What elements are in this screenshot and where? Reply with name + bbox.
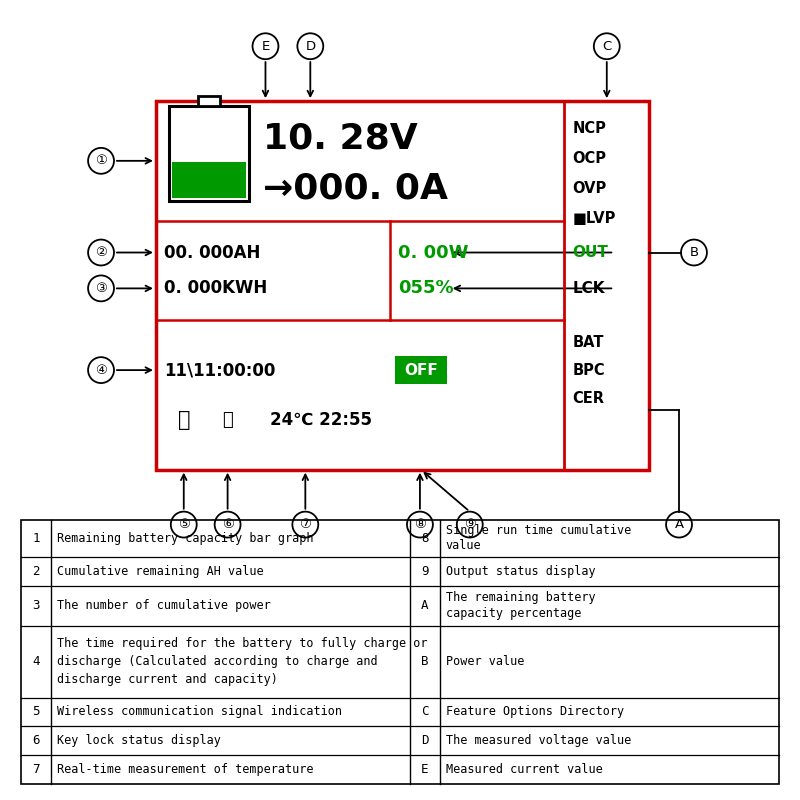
- Text: capacity percentage: capacity percentage: [446, 607, 582, 620]
- Text: 0. 00W: 0. 00W: [398, 243, 469, 262]
- Bar: [172, 162, 246, 198]
- Text: Key lock status display: Key lock status display: [57, 734, 221, 747]
- Text: OVP: OVP: [572, 182, 606, 196]
- Bar: [395, 356, 447, 384]
- Text: The measured voltage value: The measured voltage value: [446, 734, 631, 747]
- Text: 6: 6: [33, 734, 40, 747]
- Text: C: C: [602, 40, 611, 53]
- Text: ⦚: ⦚: [178, 410, 190, 430]
- Text: B: B: [421, 655, 429, 668]
- Text: 3: 3: [33, 599, 40, 612]
- Text: A: A: [674, 518, 683, 531]
- Bar: [169, 106, 249, 201]
- Text: discharge current and capacity): discharge current and capacity): [57, 673, 278, 686]
- Text: E: E: [421, 763, 429, 776]
- Text: ■LVP: ■LVP: [572, 211, 616, 226]
- Text: 4: 4: [33, 655, 40, 668]
- Text: E: E: [262, 40, 270, 53]
- Text: 0. 000KWH: 0. 000KWH: [164, 279, 267, 298]
- Text: discharge (Calculated according to charge and: discharge (Calculated according to charg…: [57, 655, 378, 668]
- Text: BPC: BPC: [572, 362, 605, 378]
- Bar: [22, 519, 778, 784]
- Text: ⑨: ⑨: [464, 518, 476, 531]
- Text: C: C: [421, 706, 429, 718]
- Text: D: D: [421, 734, 429, 747]
- Text: The number of cumulative power: The number of cumulative power: [57, 599, 271, 612]
- Text: OCP: OCP: [572, 151, 606, 166]
- Text: The time required for the battery to fully charge or: The time required for the battery to ful…: [57, 638, 428, 650]
- Text: Cumulative remaining AH value: Cumulative remaining AH value: [57, 565, 264, 578]
- Text: The remaining battery: The remaining battery: [446, 591, 595, 604]
- Text: 7: 7: [33, 763, 40, 776]
- Text: B: B: [690, 246, 698, 259]
- Text: ⑥: ⑥: [222, 518, 234, 531]
- Text: 🔒: 🔒: [222, 411, 233, 429]
- Text: Real-time measurement of temperature: Real-time measurement of temperature: [57, 763, 314, 776]
- Text: ④: ④: [95, 364, 107, 377]
- Text: 24℃ 22:55: 24℃ 22:55: [270, 411, 373, 429]
- Text: OUT: OUT: [572, 245, 608, 260]
- Text: ③: ③: [95, 282, 107, 295]
- Text: ⑦: ⑦: [299, 518, 311, 531]
- Text: Power value: Power value: [446, 655, 524, 668]
- Text: ①: ①: [95, 154, 107, 167]
- Text: 11\11:00:00: 11\11:00:00: [164, 361, 275, 379]
- Text: Feature Options Directory: Feature Options Directory: [446, 706, 624, 718]
- Text: 5: 5: [33, 706, 40, 718]
- Text: 9: 9: [421, 565, 429, 578]
- Text: 8: 8: [421, 532, 429, 545]
- Text: LCK: LCK: [572, 281, 605, 296]
- Bar: [198, 96, 220, 106]
- Text: Remaining battery capacity bar graph: Remaining battery capacity bar graph: [57, 532, 314, 545]
- Text: ②: ②: [95, 246, 107, 259]
- Bar: [156, 101, 649, 470]
- Text: 055%: 055%: [398, 279, 454, 298]
- Text: Wireless communication signal indication: Wireless communication signal indication: [57, 706, 342, 718]
- Text: BAT: BAT: [572, 334, 604, 350]
- Text: Output status display: Output status display: [446, 565, 595, 578]
- Text: ⑧: ⑧: [414, 518, 426, 531]
- Text: 00. 000AH: 00. 000AH: [164, 243, 260, 262]
- Text: Single run time cumulative: Single run time cumulative: [446, 524, 631, 538]
- Text: CER: CER: [572, 390, 604, 406]
- Text: A: A: [421, 599, 429, 612]
- Text: 2: 2: [33, 565, 40, 578]
- Text: NCP: NCP: [572, 122, 606, 137]
- Text: D: D: [306, 40, 315, 53]
- Text: 10. 28V: 10. 28V: [263, 122, 418, 156]
- Text: 1: 1: [33, 532, 40, 545]
- Text: Measured current value: Measured current value: [446, 763, 602, 776]
- Text: OFF: OFF: [404, 362, 438, 378]
- Text: ⑤: ⑤: [178, 518, 190, 531]
- Text: value: value: [446, 539, 482, 552]
- Text: →000. 0A: →000. 0A: [263, 172, 449, 206]
